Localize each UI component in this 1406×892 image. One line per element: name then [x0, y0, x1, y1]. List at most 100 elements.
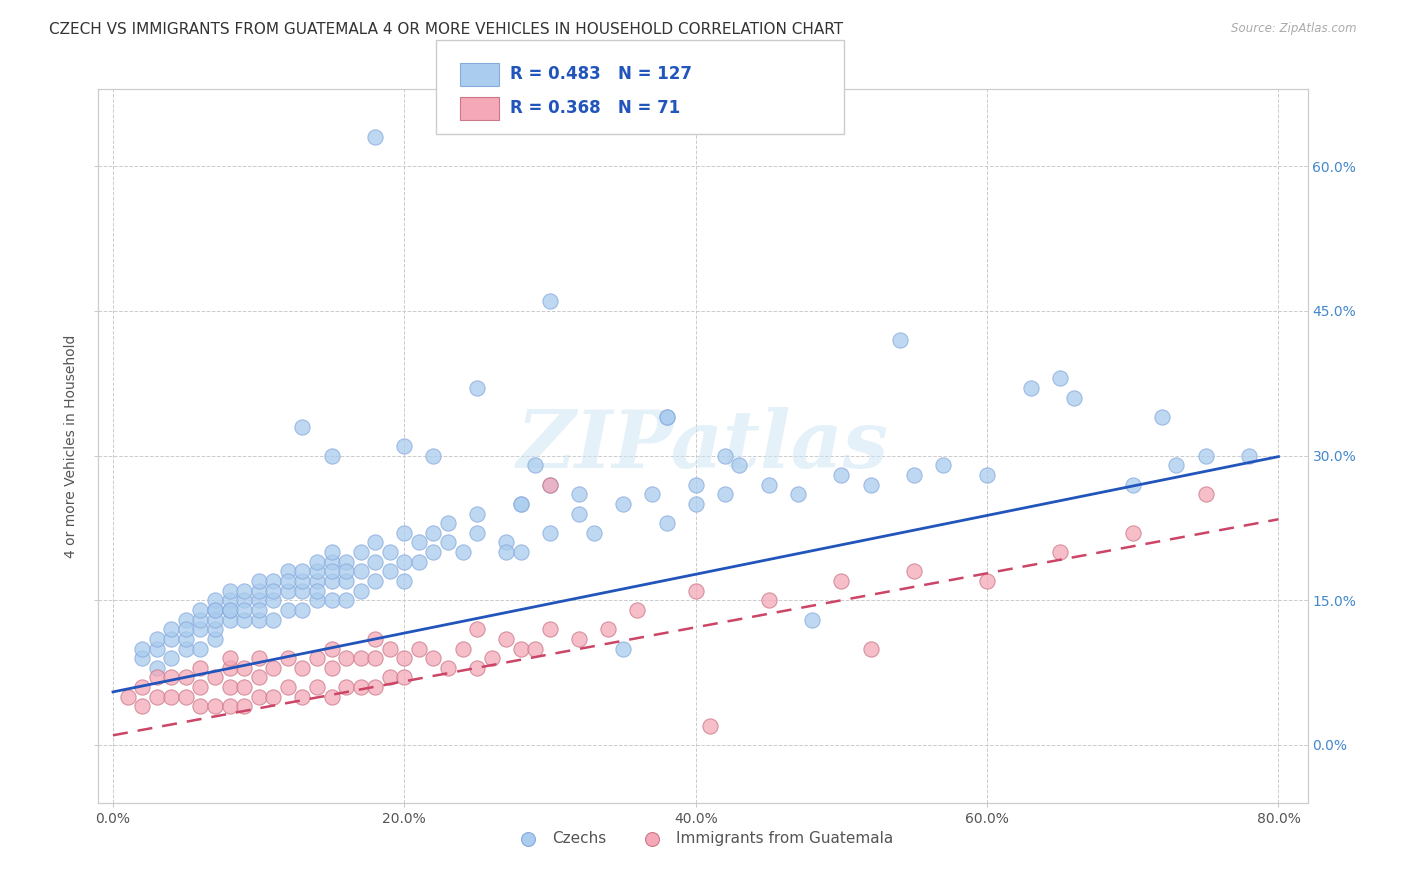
Point	[247, 613, 270, 627]
Point	[364, 680, 387, 694]
Point	[394, 555, 416, 569]
Point	[321, 565, 343, 579]
Point	[364, 632, 387, 646]
Y-axis label: 4 or more Vehicles in Household: 4 or more Vehicles in Household	[65, 334, 79, 558]
Point	[247, 670, 270, 684]
Point	[335, 565, 357, 579]
Point	[378, 670, 401, 684]
Point	[247, 651, 270, 665]
Point	[538, 622, 561, 636]
Point	[655, 410, 678, 425]
Point	[174, 690, 197, 704]
Point	[174, 622, 197, 636]
Point	[218, 613, 240, 627]
Point	[218, 593, 240, 607]
Point	[859, 477, 882, 491]
Point	[321, 449, 343, 463]
Point	[305, 583, 328, 598]
Point	[350, 680, 373, 694]
Point	[305, 565, 328, 579]
Point	[932, 458, 955, 473]
Point	[612, 497, 634, 511]
Text: R = 0.483   N = 127: R = 0.483 N = 127	[510, 65, 692, 83]
Point	[218, 661, 240, 675]
Point	[350, 651, 373, 665]
Point	[233, 680, 256, 694]
Point	[495, 535, 517, 549]
Point	[190, 661, 212, 675]
Point	[233, 613, 256, 627]
Point	[422, 449, 444, 463]
Point	[190, 641, 212, 656]
Legend: Czechs, Immigrants from Guatemala: Czechs, Immigrants from Guatemala	[506, 825, 900, 852]
Point	[422, 651, 444, 665]
Point	[291, 661, 314, 675]
Point	[190, 622, 212, 636]
Point	[218, 651, 240, 665]
Point	[204, 670, 226, 684]
Point	[335, 574, 357, 588]
Point	[277, 583, 299, 598]
Point	[262, 574, 284, 588]
Point	[145, 670, 167, 684]
Point	[291, 603, 314, 617]
Point	[321, 641, 343, 656]
Point	[1049, 545, 1071, 559]
Point	[131, 699, 153, 714]
Point	[204, 632, 226, 646]
Point	[218, 680, 240, 694]
Point	[437, 516, 460, 530]
Point	[394, 651, 416, 665]
Point	[830, 467, 852, 482]
Point	[1063, 391, 1085, 405]
Point	[641, 487, 664, 501]
Point	[145, 641, 167, 656]
Point	[1150, 410, 1173, 425]
Point	[160, 632, 183, 646]
Point	[277, 651, 299, 665]
Point	[408, 555, 430, 569]
Point	[262, 583, 284, 598]
Point	[378, 545, 401, 559]
Point	[335, 555, 357, 569]
Point	[378, 565, 401, 579]
Point	[481, 651, 503, 665]
Point	[190, 699, 212, 714]
Point	[247, 603, 270, 617]
Point	[509, 545, 531, 559]
Point	[408, 535, 430, 549]
Point	[277, 565, 299, 579]
Point	[509, 641, 531, 656]
Point	[903, 565, 925, 579]
Point	[685, 583, 707, 598]
Point	[976, 467, 998, 482]
Point	[758, 593, 780, 607]
Point	[728, 458, 751, 473]
Point	[1239, 449, 1261, 463]
Text: R = 0.368   N = 71: R = 0.368 N = 71	[510, 99, 681, 117]
Point	[335, 651, 357, 665]
Point	[145, 632, 167, 646]
Point	[291, 574, 314, 588]
Point	[422, 525, 444, 540]
Point	[394, 574, 416, 588]
Point	[190, 613, 212, 627]
Point	[364, 535, 387, 549]
Point	[131, 680, 153, 694]
Point	[174, 641, 197, 656]
Point	[465, 381, 488, 395]
Point	[509, 497, 531, 511]
Point	[350, 545, 373, 559]
Text: CZECH VS IMMIGRANTS FROM GUATEMALA 4 OR MORE VEHICLES IN HOUSEHOLD CORRELATION C: CZECH VS IMMIGRANTS FROM GUATEMALA 4 OR …	[49, 22, 844, 37]
Point	[465, 622, 488, 636]
Point	[626, 603, 648, 617]
Text: ZIPatlas: ZIPatlas	[517, 408, 889, 484]
Point	[437, 661, 460, 675]
Point	[291, 690, 314, 704]
Point	[568, 487, 591, 501]
Text: Source: ZipAtlas.com: Source: ZipAtlas.com	[1232, 22, 1357, 36]
Point	[364, 574, 387, 588]
Point	[364, 130, 387, 145]
Point	[262, 690, 284, 704]
Point	[305, 680, 328, 694]
